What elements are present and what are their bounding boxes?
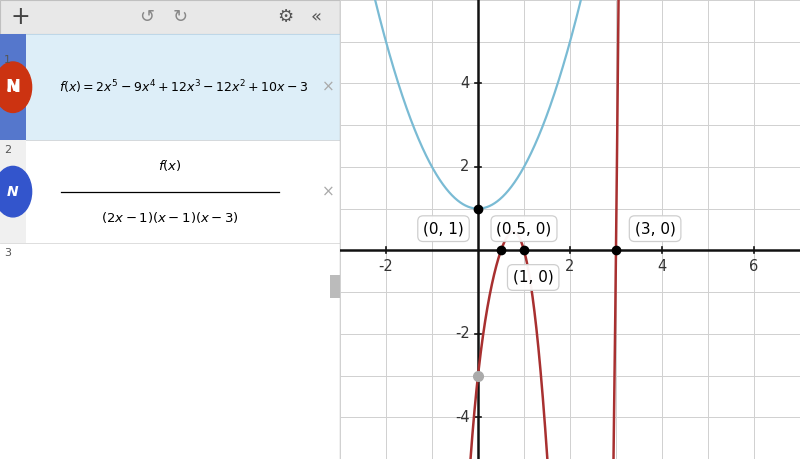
- Text: ×: ×: [322, 184, 334, 199]
- Bar: [0, 34, 340, 140]
- Text: $f(x)$: $f(x)$: [158, 158, 182, 173]
- Text: N: N: [6, 78, 21, 96]
- Circle shape: [0, 62, 32, 112]
- Text: 3: 3: [4, 248, 11, 258]
- Text: -4: -4: [455, 410, 470, 425]
- Bar: [0, 34, 26, 140]
- Text: $(2x-1)(x-1)(x-3)$: $(2x-1)(x-1)(x-3)$: [101, 210, 239, 225]
- Text: -2: -2: [378, 259, 394, 274]
- Bar: [0, 140, 340, 243]
- Text: 4: 4: [658, 259, 666, 274]
- Text: (0, 1): (0, 1): [423, 221, 464, 236]
- Text: «: «: [310, 8, 322, 27]
- Text: (1, 0): (1, 0): [513, 270, 554, 285]
- Text: ↻: ↻: [173, 8, 188, 27]
- Text: 2: 2: [566, 259, 574, 274]
- Bar: [0, 140, 26, 243]
- Text: -2: -2: [455, 326, 470, 341]
- Bar: [330, 275, 340, 298]
- Text: $f(x) = 2x^5 - 9x^4 + 12x^3 - 12x^2 + 10x - 3$: $f(x) = 2x^5 - 9x^4 + 12x^3 - 12x^2 + 10…: [59, 78, 308, 96]
- Text: 6: 6: [750, 259, 758, 274]
- Text: (3, 0): (3, 0): [634, 221, 675, 236]
- Text: (0.5, 0): (0.5, 0): [496, 221, 552, 236]
- Text: 2: 2: [4, 145, 11, 155]
- Text: ↺: ↺: [138, 8, 154, 27]
- Text: N: N: [7, 185, 18, 199]
- Text: 4: 4: [461, 76, 470, 91]
- Text: ⚙: ⚙: [278, 8, 294, 27]
- Text: N: N: [7, 80, 18, 94]
- Text: 2: 2: [460, 159, 470, 174]
- Bar: [0, 0, 340, 34]
- Text: ×: ×: [322, 80, 334, 95]
- Text: 1: 1: [4, 55, 11, 65]
- Text: +: +: [10, 6, 30, 29]
- Circle shape: [0, 166, 32, 217]
